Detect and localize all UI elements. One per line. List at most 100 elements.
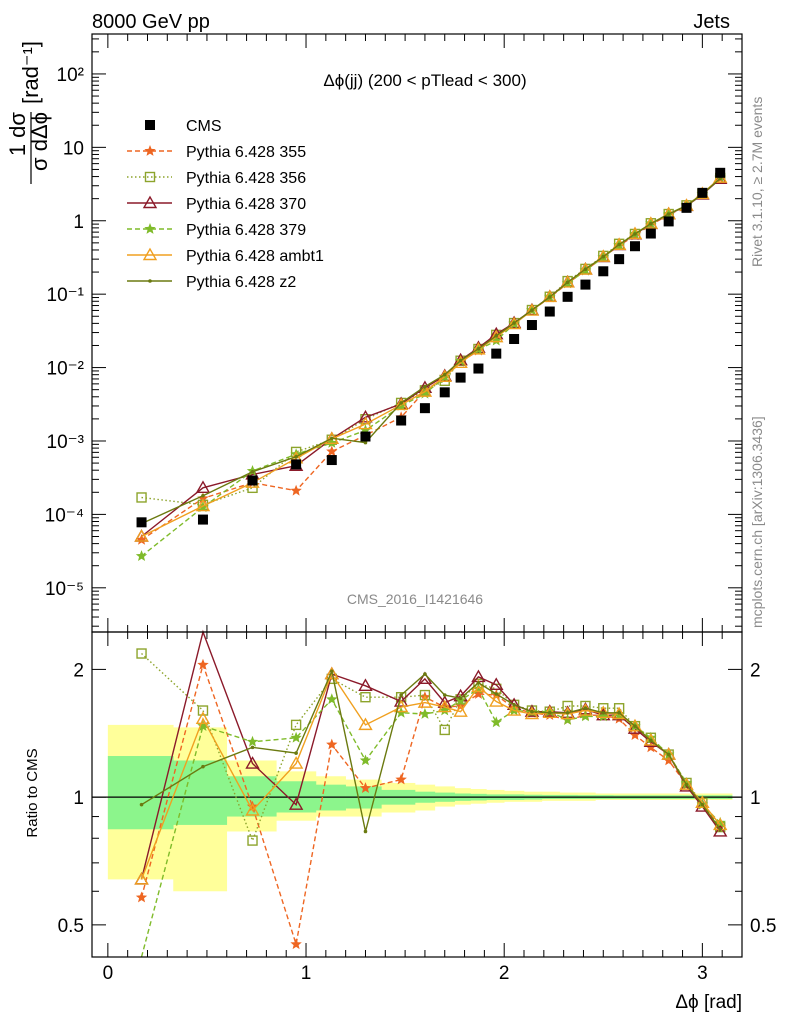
ratio-point [561, 714, 574, 725]
plot-title: Δϕ(jj) (200 < pTlead < 300) [323, 71, 526, 90]
y-label-unit: [rad⁻¹] [18, 41, 43, 104]
data-point [565, 280, 570, 285]
header-left: 8000 GeV pp [92, 11, 210, 33]
data-point [439, 387, 450, 398]
ratio-point [439, 704, 451, 716]
ratio-point [197, 658, 209, 670]
legend-label: Pythia 6.428 379 [186, 222, 306, 239]
ratio-point [329, 669, 334, 674]
data-point [197, 514, 208, 525]
ratio-point [547, 711, 552, 715]
legend-entry: Pythia 6.428 379 [127, 222, 306, 239]
data-point [583, 267, 588, 272]
ratio-point [395, 773, 407, 785]
legend-marker [144, 171, 156, 183]
data-point [326, 437, 338, 448]
ratio-point [679, 778, 694, 792]
data-point [629, 241, 640, 252]
main-y-tick-label: 10 [63, 138, 84, 159]
data-point [627, 226, 643, 240]
data-point [326, 455, 337, 466]
legend-label: Pythia 6.428 z2 [186, 274, 296, 291]
ratio-point [578, 703, 593, 716]
ratio-point [679, 777, 694, 790]
ratio-point [718, 827, 723, 832]
ratio-point [512, 703, 516, 707]
main-y-tick-label: 10⁻¹ [47, 285, 85, 306]
ratio-point [489, 694, 504, 707]
data-point [542, 289, 557, 303]
ratio-point [359, 754, 372, 766]
data-point [491, 348, 502, 359]
series-cms [136, 167, 726, 528]
ratio-point [472, 688, 485, 699]
legend-entry: Pythia 6.428 370 [127, 195, 306, 213]
data-point [580, 279, 591, 290]
ratio-point [437, 699, 452, 713]
data-point [442, 372, 447, 377]
data-point [476, 347, 481, 351]
ratio-y-tick-label: 2 [73, 660, 84, 681]
data-point [633, 232, 637, 236]
legend-entry: Pythia 6.428 ambt1 [127, 247, 324, 265]
data-point [544, 306, 555, 317]
ratio-point [565, 711, 570, 715]
header-right: Jets [693, 11, 730, 33]
ratio-point [363, 829, 368, 834]
ratio-y-tick-label: 0.5 [58, 916, 84, 937]
data-point [291, 459, 302, 470]
legend-marker [142, 195, 158, 209]
data-point [329, 436, 334, 441]
ratio-point [245, 803, 260, 816]
ratio-point [530, 709, 534, 714]
main-y-axis-label-fraction: 1 dσσ dΔϕ[rad⁻¹] [5, 41, 52, 184]
data-point [681, 202, 692, 213]
data-point [494, 333, 499, 338]
data-point [489, 329, 504, 343]
data-point [666, 212, 671, 216]
legend-entry: Pythia 6.428 z2 [127, 274, 296, 291]
ratio-y-tick-label-right: 2 [750, 660, 761, 681]
ratio-point [358, 717, 373, 731]
ratio-y-tick-label: 1 [73, 788, 84, 809]
data-point [134, 529, 149, 542]
legend-label: Pythia 6.428 355 [186, 144, 306, 161]
ratio-point [246, 800, 259, 812]
rivet-label: Rivet 3.1.10, ≥ 2.7M events [749, 97, 765, 267]
data-point [697, 187, 708, 198]
data-point [506, 316, 522, 330]
data-point [578, 262, 593, 275]
x-tick-label: 2 [499, 963, 510, 984]
legend-entry: Pythia 6.428 355 [127, 144, 306, 161]
ratio-point [562, 700, 573, 712]
data-point [562, 291, 573, 302]
main-y-tick-label: 10⁻³ [47, 432, 85, 453]
ratio-point [324, 666, 339, 680]
data-point [393, 397, 409, 411]
legend-marker [148, 279, 152, 283]
ratio-point [245, 756, 260, 769]
data-point [458, 358, 463, 363]
ratio-point [136, 648, 147, 659]
data-point [490, 334, 502, 346]
ratio-line [140, 629, 721, 880]
data-point [195, 498, 211, 512]
ratio-frame [91, 631, 743, 958]
data-point [201, 493, 205, 498]
data-point [358, 409, 373, 423]
ratio-point [419, 689, 431, 701]
legend-marker [144, 223, 156, 234]
data-point [560, 275, 575, 288]
legend-entry: Pythia 6.428 356 [127, 170, 306, 187]
x-axis-label: Δϕ [rad] [675, 992, 742, 1013]
legend: CMS Pythia 6.428 355 Pythia 6.428 356 Pythi… [127, 118, 324, 291]
data-point [294, 454, 298, 459]
data-point [455, 372, 466, 383]
ratio-point [489, 677, 504, 690]
legend-label: Pythia 6.428 356 [186, 170, 306, 187]
data-point [396, 415, 407, 426]
data-point [509, 334, 520, 345]
ratio-point [524, 706, 540, 720]
data-point [526, 320, 537, 331]
